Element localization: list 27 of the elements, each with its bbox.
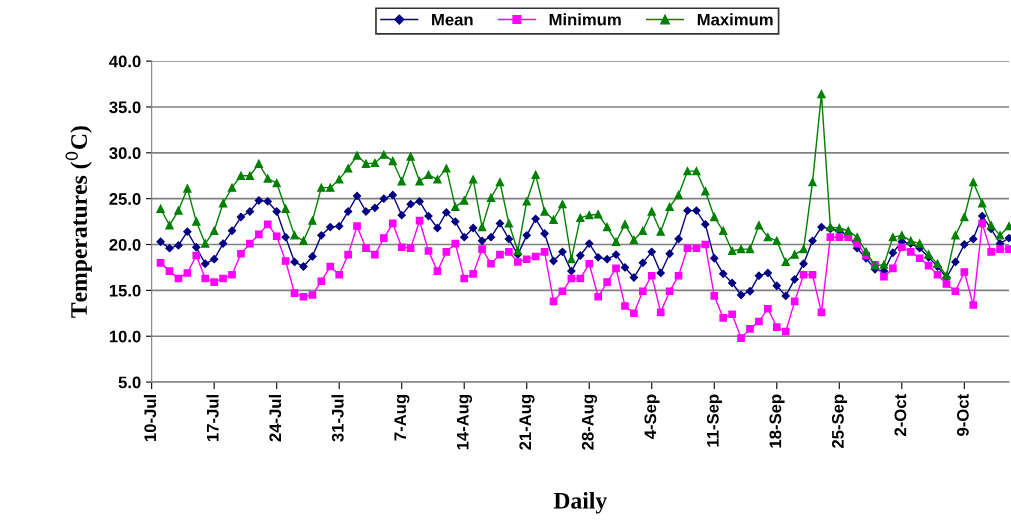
y-tick-label: 5.0: [118, 376, 141, 389]
x-tick-label: 7-Aug: [394, 394, 410, 441]
x-tick-label: 10-Jul: [143, 395, 157, 441]
x-tick-label: 28-Aug: [581, 394, 598, 450]
legend-label: Mean: [432, 13, 473, 26]
x-tick-label: 2-Oct: [894, 394, 907, 436]
x-tick-label: 21-Aug: [519, 394, 535, 450]
y-tick-label: 30.0: [109, 147, 141, 160]
x-tick-label: 24-Jul: [268, 395, 282, 442]
x-axis-title: Daily: [553, 492, 607, 514]
x-tick-label: 25-Sep: [831, 394, 848, 448]
x-tick-label: 31-Jul: [331, 395, 344, 442]
x-tick-label: 11-Sep: [706, 394, 723, 447]
x-tick-label: 14-Aug: [456, 394, 472, 450]
x-tick-label: 18-Sep: [769, 394, 785, 448]
x-tick-label: 17-Jul: [206, 395, 219, 441]
y-tick-label: 15.0: [109, 284, 141, 297]
y-tick-label: 40.0: [109, 55, 141, 68]
y-tick-label: 35.0: [109, 101, 141, 114]
x-tick-label: 4-Sep: [644, 394, 660, 440]
y-tick-label: 20.0: [109, 238, 141, 251]
y-tick-label: 10.0: [109, 330, 141, 343]
x-tick-label: 9-Oct: [957, 394, 969, 436]
y-tick-label: 25.0: [109, 193, 141, 205]
legend-label: Minimum: [549, 13, 621, 26]
legend-label: Maximum: [697, 13, 773, 26]
y-axis-title: Temperatures ($^{0}$C): [65, 126, 92, 318]
